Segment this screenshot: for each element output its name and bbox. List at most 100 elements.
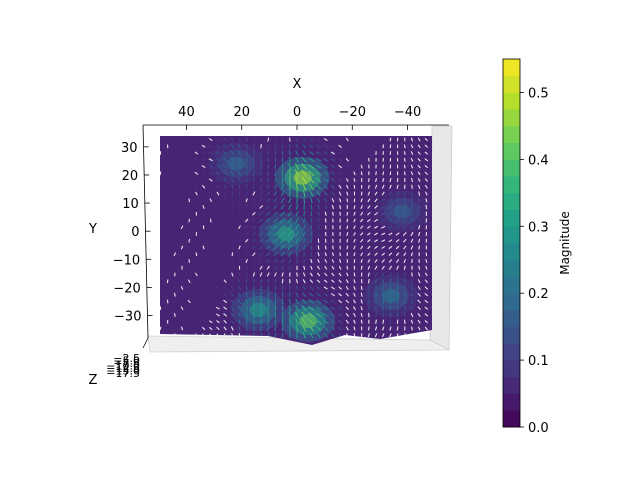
arrow-395 [238, 285, 241, 291]
arrow-1061 [396, 177, 399, 183]
arrow-648 [295, 318, 299, 326]
arrow-578 [281, 265, 285, 270]
arrow-1042 [388, 259, 393, 263]
arrow-71 [166, 191, 169, 196]
arrow-426 [245, 285, 248, 291]
arrow-264 [209, 238, 212, 243]
hotspot-4-ring-1 [381, 288, 400, 303]
arrow-348 [230, 177, 234, 183]
arrow-854 [346, 245, 349, 250]
arrow-808 [338, 144, 342, 148]
arrow-213 [194, 313, 199, 317]
arrow-482 [258, 245, 264, 250]
arrow-517 [266, 272, 270, 277]
arrow-1029 [389, 171, 392, 176]
arrow-863 [345, 306, 350, 311]
arrow-914 [360, 232, 364, 236]
arrow-840 [345, 151, 349, 155]
arrow-972 [374, 205, 378, 209]
arrow-1188 [425, 198, 428, 203]
arrow-525 [266, 325, 270, 332]
arrow-772 [322, 319, 329, 324]
arrow-157 [187, 144, 191, 149]
arrow-285 [215, 171, 221, 176]
arrow-535 [273, 184, 277, 190]
arrow-399 [237, 312, 242, 318]
arrow-1132 [410, 238, 414, 243]
arrow-319 [223, 191, 227, 196]
arrow-773 [323, 326, 329, 331]
arrow-998 [382, 171, 385, 176]
arrow-272 [208, 293, 213, 297]
arrow-839 [345, 144, 349, 149]
arrow-592 [288, 150, 292, 156]
arrow-797 [331, 279, 335, 283]
arrow-364 [230, 285, 234, 290]
arrow-1207 [424, 326, 428, 331]
arrow-110 [173, 245, 177, 250]
arrow-969 [374, 184, 378, 189]
colorbar-level-13 [503, 192, 520, 210]
arrow-190 [194, 158, 199, 162]
arrow-1123 [410, 177, 414, 183]
arrow-615 [288, 305, 292, 312]
arrow-792 [332, 245, 334, 250]
arrow-1110 [403, 298, 406, 304]
arrow-960 [367, 333, 370, 338]
arrow-338 [223, 319, 227, 324]
arrow-178 [187, 286, 191, 290]
arrow-566 [281, 183, 284, 190]
arrow-1183 [424, 164, 429, 169]
arrow-862 [345, 299, 350, 304]
arrow-714 [316, 137, 321, 142]
arrow-24 [153, 293, 154, 297]
arrow-658 [301, 176, 307, 184]
arrow-1073 [396, 259, 400, 263]
arrow-510 [265, 225, 271, 229]
arrow-1032 [388, 191, 393, 196]
arrow-508 [265, 211, 271, 216]
arrow-260 [209, 211, 212, 216]
arrow-258 [209, 198, 213, 203]
arrow-388 [238, 238, 241, 243]
arrow-616 [288, 311, 292, 319]
arrow-228 [202, 205, 205, 209]
arrow-279 [217, 131, 220, 134]
arrow-735 [316, 279, 321, 284]
arrow-909 [360, 198, 363, 203]
arrow-1007 [381, 232, 386, 236]
arrow-1050 [389, 312, 392, 318]
arrow-51 [160, 265, 162, 270]
arrow-182 [187, 313, 191, 317]
arrow-412 [245, 191, 248, 196]
arrow-245 [201, 320, 206, 324]
arrow-477 [258, 211, 264, 216]
arrow-599 [288, 197, 292, 204]
arrow-981 [374, 265, 378, 270]
arrow-1022 [381, 333, 385, 338]
arrow-219 [201, 144, 206, 148]
arrow-217 [202, 132, 205, 135]
arrow-94 [174, 137, 176, 142]
arrow-40 [160, 191, 162, 196]
arrow-915 [360, 238, 364, 243]
arrow-1173 [417, 306, 421, 311]
arrow-79 [165, 245, 170, 250]
arrow-1150 [417, 151, 421, 155]
arrow-223 [201, 171, 206, 175]
arrow-713 [317, 131, 320, 134]
arrow-1045 [389, 278, 392, 284]
y-axis-label: Y [88, 222, 97, 237]
arrow-1113 [403, 319, 406, 324]
arrow-274 [208, 306, 213, 310]
arrow-753 [323, 191, 328, 196]
arrow-229 [202, 211, 205, 216]
arrow-46 [160, 232, 163, 236]
arrow-314 [222, 157, 228, 162]
arrow-978 [374, 245, 378, 250]
arrow-450 [251, 238, 256, 243]
arrow-683 [309, 137, 314, 142]
arrow-851 [346, 225, 349, 230]
arrow-1065 [395, 204, 400, 210]
arrow-580 [281, 279, 284, 284]
